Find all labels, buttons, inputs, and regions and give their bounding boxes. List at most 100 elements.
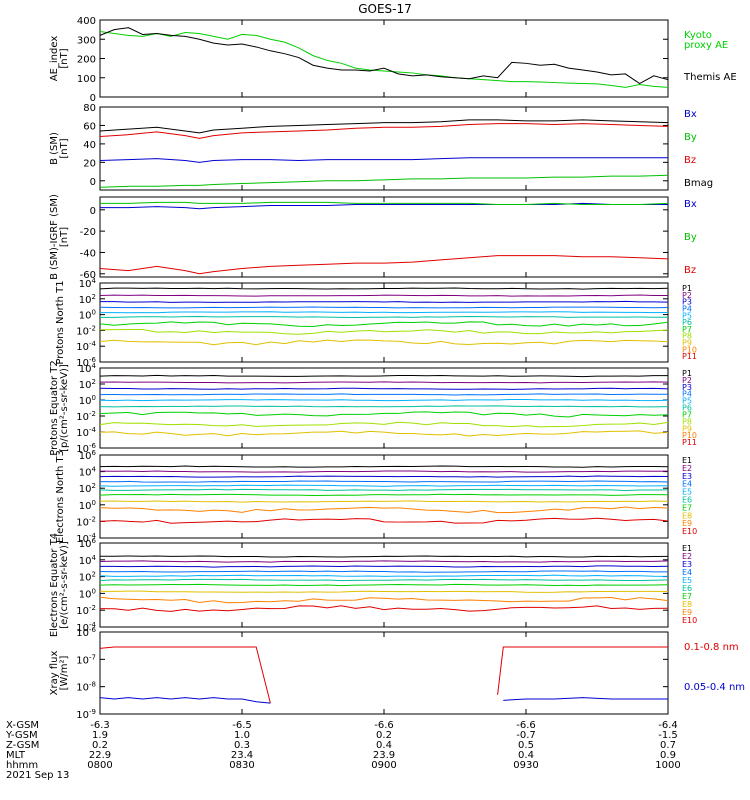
series-line-bz (99, 255, 669, 275)
ytick-label: 100 (79, 309, 96, 322)
footer-label-ygsm: Y-GSM (5, 730, 38, 741)
footer-value: -1.5 (658, 730, 678, 741)
footer-value: 0.4 (518, 750, 534, 761)
series-line-e5 (99, 574, 669, 577)
footer-date: 2021 Sep 13 (6, 770, 69, 781)
footer-value: 0900 (371, 760, 396, 771)
ytick-label: 20 (83, 158, 96, 169)
series-line-p4 (99, 306, 669, 309)
legend-entry: Bmag (684, 178, 713, 189)
series-line-e8 (99, 590, 669, 593)
series-line-e10 (99, 605, 669, 612)
series-line-p3 (99, 300, 669, 303)
legend-entry: By (684, 232, 697, 243)
footer-value: 1.0 (234, 730, 250, 741)
legend-entry: P7 (682, 410, 692, 419)
legend-entry: P4 (682, 304, 692, 313)
footer-value: 22.9 (89, 750, 111, 761)
ytick-label: 10-2 (76, 324, 96, 337)
footer-value: 0.4 (376, 740, 392, 751)
footer-value: -6.6 (374, 720, 394, 731)
legend-entry: Bx (684, 199, 697, 210)
series-line-p2 (99, 294, 669, 297)
ylabel: Protons Equator T2[p/(cm²-s-sr-keV)] (49, 360, 70, 456)
ytick-label: 102 (79, 571, 96, 584)
legend-entry: E7 (682, 592, 692, 601)
ytick-label: -20 (80, 227, 96, 238)
ylabel: Electrons Equator T4[e/(cm²-s-sr-keV)] (49, 533, 70, 637)
ytick-label: 10-2 (76, 410, 96, 423)
legend-entry: P9 (682, 339, 692, 348)
series-segment (99, 646, 271, 704)
series-line-p5 (99, 398, 669, 402)
ylabel: Electrons North T3 (55, 450, 66, 543)
ytick-label: 104 (79, 466, 97, 479)
ytick-label: 10-4 (76, 532, 96, 545)
ytick-label: 0 (90, 206, 96, 217)
plot-title: GOES-17 (358, 2, 412, 16)
ylabel: B (SM)-IGRF (SM)[nT] (49, 194, 70, 280)
ytick-label: 104 (79, 362, 97, 375)
legend-entry: 0.05-0.4 nm (684, 682, 745, 693)
legend-entry: E3 (682, 560, 692, 569)
legend-entry: proxy AE (684, 40, 728, 51)
footer-value: 23.4 (231, 750, 253, 761)
ytick-label: 100 (79, 394, 96, 407)
legend-entry: P8 (682, 417, 692, 426)
series-line-e5 (99, 484, 669, 487)
ytick-label: 106 (79, 537, 97, 550)
series-line-themis-ae (99, 27, 669, 85)
ylabel: AE_index[nT] (49, 36, 70, 82)
ytick-label: 102 (79, 482, 96, 495)
legend-entry: P9 (682, 424, 692, 433)
legend-entry: P5 (682, 311, 692, 320)
ytick-label: 104 (79, 277, 97, 290)
legend-entry: 0.1-0.8 nm (684, 642, 739, 653)
ytick-label: 300 (77, 35, 96, 46)
ytick-label: 102 (79, 293, 96, 306)
ytick-label: 104 (79, 554, 97, 567)
legend-entry: E4 (682, 568, 692, 577)
legend-entry: P3 (682, 298, 692, 307)
series-line-p1 (99, 374, 669, 378)
legend-entry: P10 (682, 431, 697, 440)
legend: Bx By Bz Bmag (684, 109, 713, 189)
footer-label-hhmm: hhmm (6, 760, 38, 771)
ytick-label: 106 (79, 449, 97, 462)
footer-value: 1.9 (92, 730, 108, 741)
series-line-by (100, 201, 669, 205)
ytick-label: 200 (77, 55, 96, 66)
footer-value: -6.6 (516, 720, 536, 731)
series-line-p2 (99, 381, 669, 384)
legend-entry: E2 (682, 464, 692, 473)
ytick-label: -40 (80, 248, 96, 259)
footer-label-mlt: MLT (6, 750, 26, 761)
series-line-e1 (99, 555, 669, 558)
ytick-label: 80 (83, 103, 96, 114)
legend-entry: P11 (682, 438, 697, 447)
series-segment (497, 646, 668, 695)
footer-value: 0.2 (92, 740, 108, 751)
footer-value: -6.5 (232, 720, 252, 731)
footer-value: 0.9 (660, 750, 676, 761)
ytick-label: 100 (79, 499, 96, 512)
ytick-label: 10-4 (76, 621, 96, 634)
footer-value: 0.3 (234, 740, 250, 751)
series-line-e4 (99, 570, 669, 573)
series-line-p7 (99, 411, 669, 418)
series-line-p8 (99, 421, 669, 428)
series-line-e3 (99, 565, 669, 568)
legend-entry: P7 (682, 325, 692, 334)
series-line-p6 (99, 405, 669, 408)
footer-value: 1000 (655, 760, 680, 771)
ytick-label: 0 (90, 93, 96, 104)
legend-entry: P8 (682, 332, 692, 341)
series-line-p9 (99, 430, 669, 437)
legend-entry: Bx (684, 109, 697, 120)
series-line-e2 (99, 470, 669, 473)
